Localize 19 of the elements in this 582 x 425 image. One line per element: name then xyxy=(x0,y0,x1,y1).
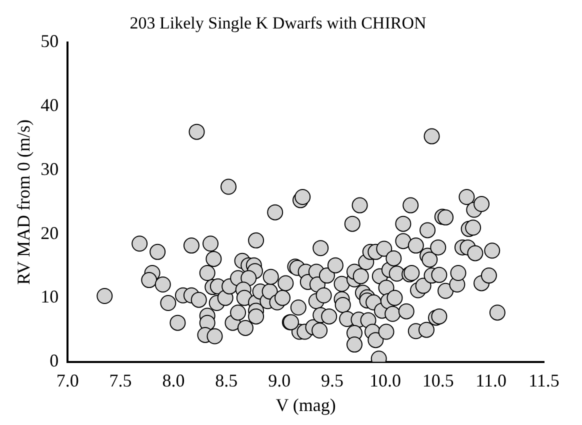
y-tick-label: 30 xyxy=(40,158,59,179)
y-tick-label: 50 xyxy=(40,31,59,52)
x-tick-label: 8.5 xyxy=(215,370,238,390)
x-tick-label: 10.5 xyxy=(422,370,454,390)
x-tick-label: 11.0 xyxy=(476,370,506,390)
chart-title: 203 Likely Single K Dwarfs with CHIRON xyxy=(130,14,426,33)
y-tick-label: 20 xyxy=(40,222,59,243)
x-tick-label: 9.5 xyxy=(321,370,344,390)
y-axis-title: RV MAD from 0 (m/s) xyxy=(14,119,34,285)
y-tick-label: 10 xyxy=(40,286,59,307)
y-tick-label: 0 xyxy=(50,350,59,371)
x-tick-label: 7.0 xyxy=(56,370,79,390)
y-tick-label: 40 xyxy=(40,95,59,116)
x-tick-label: 11.5 xyxy=(528,370,560,390)
x-tick-label: 7.5 xyxy=(109,370,132,390)
x-axis-title: V (mag) xyxy=(276,394,336,415)
x-tick-label: 10.0 xyxy=(369,370,401,390)
x-tick-label: 9.0 xyxy=(268,370,291,390)
x-tick-label: 8.0 xyxy=(162,370,185,390)
